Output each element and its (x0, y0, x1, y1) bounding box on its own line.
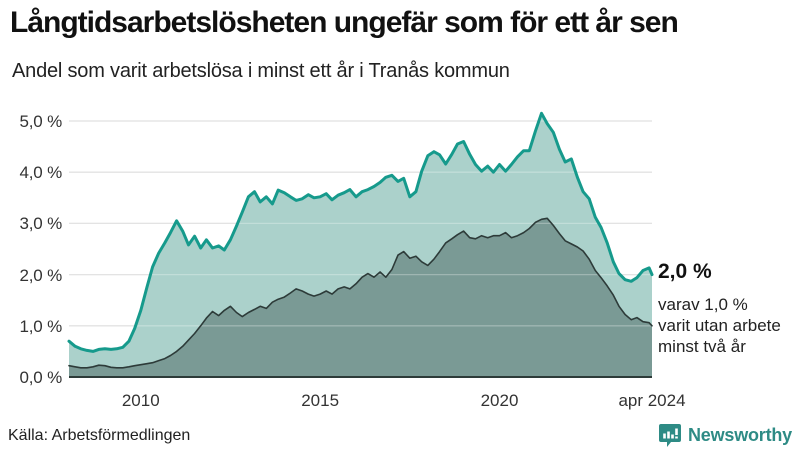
y-tick-label: 0,0 % (19, 368, 63, 387)
y-tick-label: 5,0 % (19, 112, 63, 131)
y-tick-label: 1,0 % (19, 316, 63, 336)
series-line (67, 111, 654, 353)
end-breakdown-line: varit utan arbete (658, 316, 781, 335)
page-title: Långtidsarbetslösheten ungefär som för e… (10, 6, 679, 39)
page-subtitle: Andel som varit arbetslösa i minst ett å… (12, 60, 510, 82)
y-tick-label: 3,0 % (19, 214, 63, 234)
area-fill (69, 218, 652, 377)
y-tick-label: 2,0 % (19, 265, 63, 285)
bar-chart-speech-bubble-icon (658, 424, 681, 447)
x-tick-label: 2015 (301, 391, 340, 410)
y-tick-label: 4,0 % (19, 163, 63, 183)
x-tick-label: apr 2024 (618, 391, 686, 410)
end-breakdown-line: minst två år (658, 337, 746, 356)
newsworthy-logo[interactable]: Newsworthy (658, 424, 792, 447)
series-line (68, 217, 653, 369)
end-breakdown-line: varav 1,0 % (658, 295, 748, 314)
brand-name: Newsworthy (687, 425, 792, 445)
end-value-label: 2,0 % (658, 260, 712, 283)
x-tick-label: 2020 (480, 391, 519, 410)
source-attribution: Källa: Arbetsförmedlingen (8, 427, 191, 444)
x-tick-label: 2010 (121, 391, 160, 410)
end-breakdown-label: varav 1,0 % varit utan arbete minst två … (658, 294, 781, 357)
